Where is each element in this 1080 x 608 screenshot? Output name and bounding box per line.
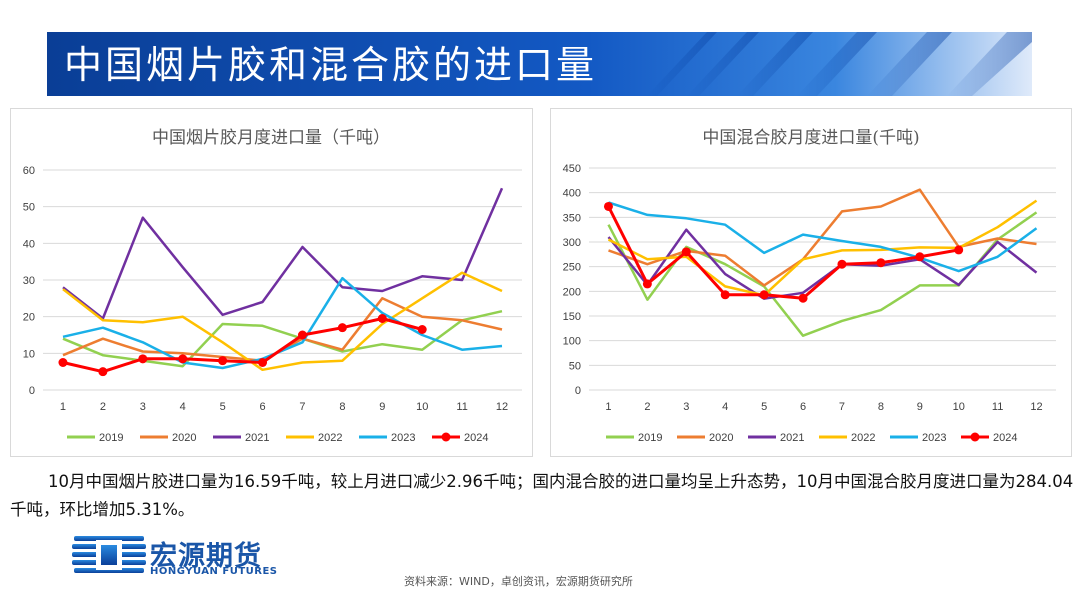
x-tick-label: 1: [605, 401, 611, 413]
series-line-2024: [607, 205, 959, 300]
x-tick-label: 1: [60, 401, 66, 413]
y-tick-label: 100: [563, 336, 581, 348]
chart-panel-smoked-sheet: 中国烟片胶月度进口量（千吨） 0 10 20 30 40 50 60 1 2 3 4 5 6 7 8 9 10 11…: [10, 108, 533, 457]
legend-label: 2022: [318, 432, 342, 444]
x-tick-label: 4: [722, 401, 728, 413]
y-tick-label: 350: [563, 212, 581, 224]
data-point-2024: [681, 247, 691, 257]
y-tick-label: 0: [575, 385, 581, 397]
data-point-2024: [377, 314, 387, 323]
y-tick-label: 250: [563, 262, 581, 274]
legend-label: 2020: [709, 432, 733, 444]
legend-label: 2019: [99, 432, 123, 444]
logo-chinese-name: 宏源期货: [150, 541, 262, 572]
x-tick-label: 6: [800, 401, 806, 413]
x-tick-label: 10: [416, 401, 428, 413]
x-tick-label: 9: [379, 401, 385, 413]
data-point-2024: [837, 259, 847, 269]
x-tick-label: 3: [140, 401, 146, 413]
x-tick-label: 3: [683, 401, 689, 413]
data-point-2024: [759, 290, 769, 300]
legend-label: 2023: [922, 432, 946, 444]
data-point-2024: [720, 290, 730, 300]
chart-mixed-rubber-imports: 中国混合胶月度进口量(千吨)05010015020025030035040045…: [563, 128, 1056, 444]
y-tick-label: 300: [563, 237, 581, 249]
banner-stripes: [647, 32, 1032, 96]
x-tick-label: 8: [878, 401, 884, 413]
legend-label: 2024: [464, 432, 488, 444]
legend-label: 2024: [993, 432, 1017, 444]
x-tick-label: 9: [917, 401, 923, 413]
chart-title: 中国混合胶月度进口量(千吨): [702, 128, 919, 148]
series-line-2022: [62, 271, 503, 372]
y-tick-label: 30: [23, 275, 35, 287]
series-line-2024: [62, 317, 423, 374]
data-point-2024: [178, 354, 188, 364]
summary-text: 10月中国烟片胶进口量为16.59千吨，较上月进口减少2.96千吨；国内混合胶的…: [10, 472, 1074, 519]
legend-label: 2023: [391, 432, 415, 444]
data-point-2024: [954, 245, 964, 255]
y-tick-label: 60: [23, 165, 35, 177]
data-point-2024: [417, 325, 427, 334]
data-point-2024: [98, 367, 108, 377]
data-point-2024: [603, 201, 613, 211]
x-tick-label: 8: [339, 401, 345, 413]
y-tick-label: 0: [29, 385, 35, 397]
data-point-2024: [138, 354, 148, 364]
x-tick-label: 10: [953, 401, 965, 413]
logo-english-name: HONGYUAN FUTURES: [150, 566, 278, 577]
x-tick-label: 4: [180, 401, 186, 413]
y-tick-label: 200: [563, 286, 581, 298]
chart-panel-mixed-rubber: 中国混合胶月度进口量(千吨) 0 50 100 150 200 250 300 350 400 45…: [550, 108, 1072, 457]
title-banner: [47, 32, 1032, 96]
legend-marker-2024: [970, 432, 980, 442]
chart-title: 中国烟片胶月度进口量（千吨）: [152, 128, 390, 148]
legend-marker-2024: [441, 432, 451, 442]
series-line-2021: [62, 187, 504, 320]
data-source-note: 资料来源：WIND，卓创资讯，宏源期货研究所: [404, 575, 633, 588]
y-tick-label: 50: [569, 360, 581, 372]
x-tick-label: 6: [259, 401, 265, 413]
x-tick-label: 11: [456, 401, 467, 413]
y-tick-label: 50: [23, 202, 35, 214]
x-tick-label: 11: [992, 401, 1003, 413]
y-tick-label: 450: [563, 163, 581, 175]
y-tick-label: 150: [563, 311, 581, 323]
x-tick-label: 7: [839, 401, 845, 413]
y-tick-label: 40: [23, 238, 35, 250]
y-tick-label: 400: [563, 188, 581, 200]
x-tick-label: 2: [100, 401, 106, 413]
data-point-2024: [876, 258, 886, 268]
data-point-2024: [58, 358, 68, 367]
y-tick-label: 10: [23, 348, 35, 360]
x-tick-label: 7: [299, 401, 305, 413]
data-point-2024: [915, 252, 925, 262]
legend-label: 2019: [638, 432, 662, 444]
x-tick-label: 12: [496, 401, 508, 413]
y-tick-label: 20: [23, 312, 35, 324]
data-point-2024: [297, 330, 307, 340]
series-line-2021: [607, 228, 1038, 300]
data-point-2024: [798, 293, 808, 303]
legend-label: 2022: [851, 432, 875, 444]
data-point-2024: [258, 358, 268, 367]
data-point-2024: [337, 323, 347, 333]
series-line-2023: [62, 276, 503, 370]
data-point-2024: [642, 279, 652, 289]
legend-label: 2021: [245, 432, 269, 444]
slide-title: 中国烟片胶和混合胶的进口量: [64, 43, 598, 87]
company-logo-icon: [72, 536, 146, 573]
x-tick-label: 5: [761, 401, 767, 413]
x-tick-label: 12: [1030, 401, 1042, 413]
series-line-2023: [608, 201, 1038, 273]
x-tick-label: 2: [644, 401, 650, 413]
x-tick-label: 5: [220, 401, 226, 413]
legend-label: 2021: [780, 432, 804, 444]
legend-label: 2020: [172, 432, 196, 444]
series-line-2019: [607, 211, 1038, 337]
series-line-2019: [62, 309, 503, 368]
data-point-2024: [218, 356, 228, 366]
